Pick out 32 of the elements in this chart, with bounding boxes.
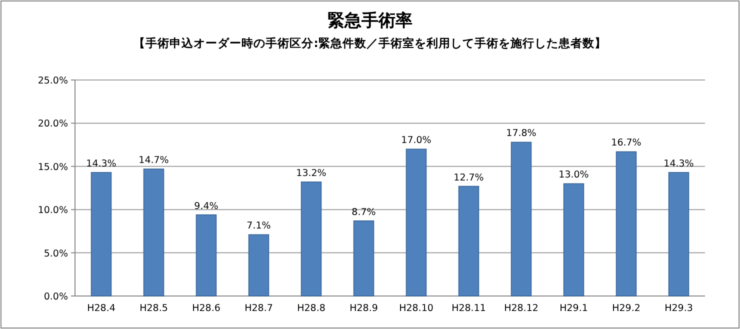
data-label: 16.7% <box>611 138 642 149</box>
data-label: 13.2% <box>296 168 326 179</box>
x-tick-label: H28.7 <box>244 303 273 314</box>
x-tick-label: H28.9 <box>350 303 378 314</box>
y-tick-label: 20.0% <box>38 118 68 130</box>
data-label: 9.4% <box>194 200 218 212</box>
data-label: 7.1% <box>246 220 271 232</box>
x-tick-label: H29.1 <box>560 303 588 314</box>
data-label: 8.7% <box>352 206 376 218</box>
y-tick-label: 5.0% <box>44 248 68 260</box>
x-tick-label: H28.11 <box>452 303 486 314</box>
x-tick-label: H28.4 <box>87 303 116 314</box>
x-tick-label: H28.5 <box>140 303 168 314</box>
data-label: 14.7% <box>138 154 169 166</box>
y-tick-label: 10.0% <box>38 205 68 216</box>
x-tick-label: H29.2 <box>612 303 640 314</box>
data-label: 14.3% <box>86 158 116 170</box>
data-label: 12.7% <box>454 172 484 184</box>
x-tick-label: H28.6 <box>192 303 220 314</box>
y-tick-label: 0.0% <box>44 292 68 302</box>
data-label: 17.8% <box>506 128 536 140</box>
x-tick-label: H28.8 <box>297 303 326 314</box>
y-tick-label: 25.0% <box>38 76 68 86</box>
subtitle: 【手術申込オーダー時の手術区分:緊急件数／手術室を利用して手術を施行した患者数】 <box>134 36 606 50</box>
x-tick-label: H28.10 <box>399 303 434 314</box>
x-tick-label: H29.3 <box>664 303 693 314</box>
y-tick-label: 15.0% <box>38 162 68 173</box>
data-label: 17.0% <box>401 135 432 146</box>
data-label: 13.0% <box>558 170 589 181</box>
data-label: 14.3% <box>664 158 694 170</box>
x-tick-label: H28.12 <box>504 303 538 314</box>
title: 緊急手術率 <box>328 11 412 31</box>
